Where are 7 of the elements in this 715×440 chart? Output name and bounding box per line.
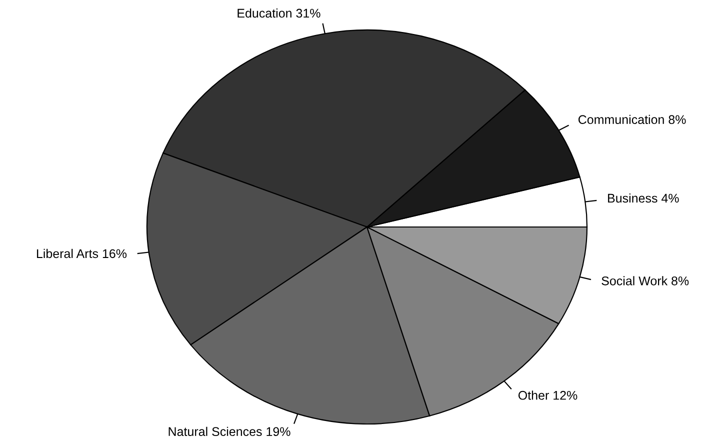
slice-label: Social Work 8% [602,276,689,286]
slice-label: Natural Sciences 19% [168,426,290,436]
slice-label: Business 4% [608,193,679,203]
slice-label: Liberal Arts 16% [36,248,127,258]
slice-label: Other 12% [518,390,578,400]
slice-label: Communication 8% [578,114,686,124]
slice-label: Education 31% [238,8,320,18]
